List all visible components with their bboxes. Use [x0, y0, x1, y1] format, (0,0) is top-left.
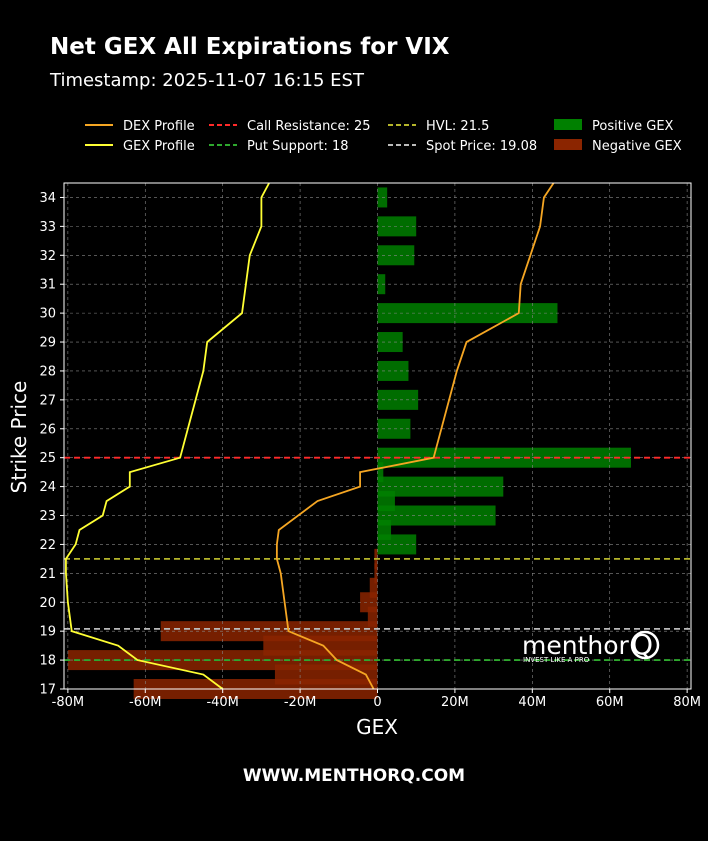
y-tick-label-17: 34 [39, 191, 56, 206]
y-tick-label-5: 22 [39, 538, 56, 553]
legend-swatch-7 [554, 139, 582, 150]
axis-ticks: -80M -60M -40M -20M 0 20M 40M 60M 80M 17 18 19 20 21 2… [39, 191, 701, 710]
gex-bar-22 [377, 274, 386, 295]
x-tick-label-5: 20M [441, 695, 469, 710]
gex-bar-7 [369, 577, 378, 598]
gex-bar-18 [377, 389, 419, 410]
legend-label-3: Put Support: 18 [247, 139, 349, 154]
y-axis-label: Strike Price [7, 381, 31, 494]
x-tick-label-3: -20M [284, 695, 316, 710]
legend-label-6: Positive GEX [592, 119, 674, 134]
footer-url: WWW.MENTHORQ.COM [242, 766, 466, 786]
gex-bar-15 [377, 462, 384, 483]
y-tick-label-3: 20 [39, 596, 56, 611]
x-tick-label-2: -40M [206, 695, 238, 710]
chart-grid [64, 183, 691, 690]
level-lines [64, 456, 691, 661]
legend-label-7: Negative GEX [592, 139, 682, 154]
x-tick-label-0: -80M [52, 695, 84, 710]
y-tick-label-11: 28 [39, 364, 56, 379]
y-tick-label-8: 25 [39, 451, 56, 466]
gex-bar-5 [367, 606, 378, 627]
legend-label-4: HVL: 21.5 [426, 119, 489, 134]
profile-lines [65, 182, 555, 690]
legend-label-0: DEX Profile [123, 119, 195, 134]
chart-title: Net GEX All Expirations for VIX [50, 34, 450, 60]
gex-profile-line [65, 182, 270, 690]
x-tick-label-7: 60M [596, 695, 624, 710]
gex-bars [67, 187, 632, 699]
logo-tagline: INVEST LIKE A PRO [523, 656, 590, 664]
legend-label-2: Call Resistance: 25 [247, 119, 371, 134]
y-tick-label-9: 26 [39, 422, 56, 437]
legend-swatch-6 [554, 119, 582, 130]
dex-profile-line [275, 182, 555, 690]
gex-bar-19 [377, 360, 409, 381]
chart-legend: DEX Profile GEX Profile Call Resistance: 2… [85, 119, 682, 154]
y-tick-label-12: 29 [39, 336, 56, 351]
x-tick-label-8: 80M [673, 695, 701, 710]
chart-timestamp: Timestamp: 2025-11-07 16:15 EST [50, 70, 364, 91]
y-tick-label-15: 32 [39, 249, 56, 264]
y-tick-label-1: 18 [39, 654, 56, 669]
logo-text: menthor [522, 631, 630, 660]
x-tick-label-1: -60M [129, 695, 161, 710]
x-tick-label-4: 0 [373, 695, 381, 710]
y-tick-label-10: 27 [39, 393, 56, 408]
menthorq-logo: menthor Q INVEST LIKE A PRO [522, 628, 660, 664]
y-tick-label-7: 24 [39, 480, 56, 495]
gex-bar-8 [374, 563, 378, 584]
y-tick-label-13: 30 [39, 307, 56, 322]
gex-bar-14 [377, 476, 504, 497]
x-axis-label: GEX [356, 715, 398, 739]
y-tick-label-14: 31 [39, 278, 56, 293]
gex-bar-17 [377, 418, 411, 439]
legend-label-5: Spot Price: 19.08 [426, 139, 537, 154]
logo-q-ring [630, 630, 660, 660]
y-tick-label-0: 17 [39, 683, 56, 698]
y-tick-label-16: 33 [39, 220, 56, 235]
gex-chart: DEX Profile GEX Profile Call Resistance: 2… [7, 119, 701, 739]
y-tick-label-6: 23 [39, 509, 56, 524]
legend-label-1: GEX Profile [123, 139, 195, 154]
y-tick-label-4: 21 [39, 567, 56, 582]
y-tick-label-2: 19 [39, 625, 56, 640]
x-tick-label-6: 40M [518, 695, 546, 710]
